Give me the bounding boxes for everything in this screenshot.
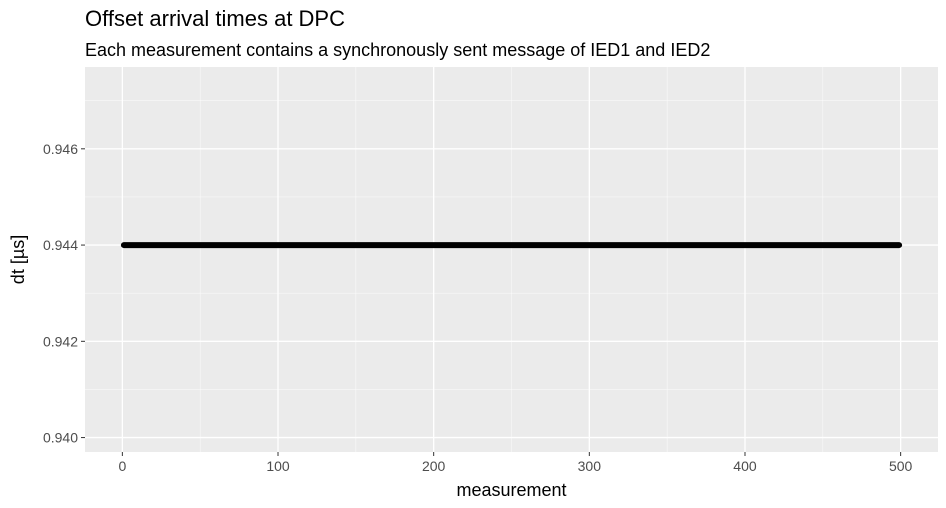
grid-minor: [85, 67, 938, 452]
y-tick-label: 0.942: [43, 333, 78, 349]
chart-subtitle: Each measurement contains a synchronousl…: [85, 40, 710, 60]
x-tick-label: 300: [578, 458, 602, 474]
y-tick-label: 0.946: [43, 141, 78, 157]
y-axis: 0.940 0.942 0.944 0.946: [43, 141, 85, 446]
x-tick-label: 200: [422, 458, 446, 474]
chart-title: Offset arrival times at DPC: [85, 6, 345, 31]
x-tick-label: 100: [266, 458, 290, 474]
y-axis-title: dt [µs]: [8, 235, 28, 284]
x-axis: 0 100 200 300 400 500: [118, 452, 913, 474]
y-tick-label: 0.944: [43, 237, 78, 253]
x-axis-title: measurement: [456, 480, 566, 500]
x-tick-label: 500: [889, 458, 913, 474]
x-tick-label: 400: [733, 458, 757, 474]
y-tick-label: 0.940: [43, 430, 78, 446]
x-tick-label: 0: [118, 458, 126, 474]
